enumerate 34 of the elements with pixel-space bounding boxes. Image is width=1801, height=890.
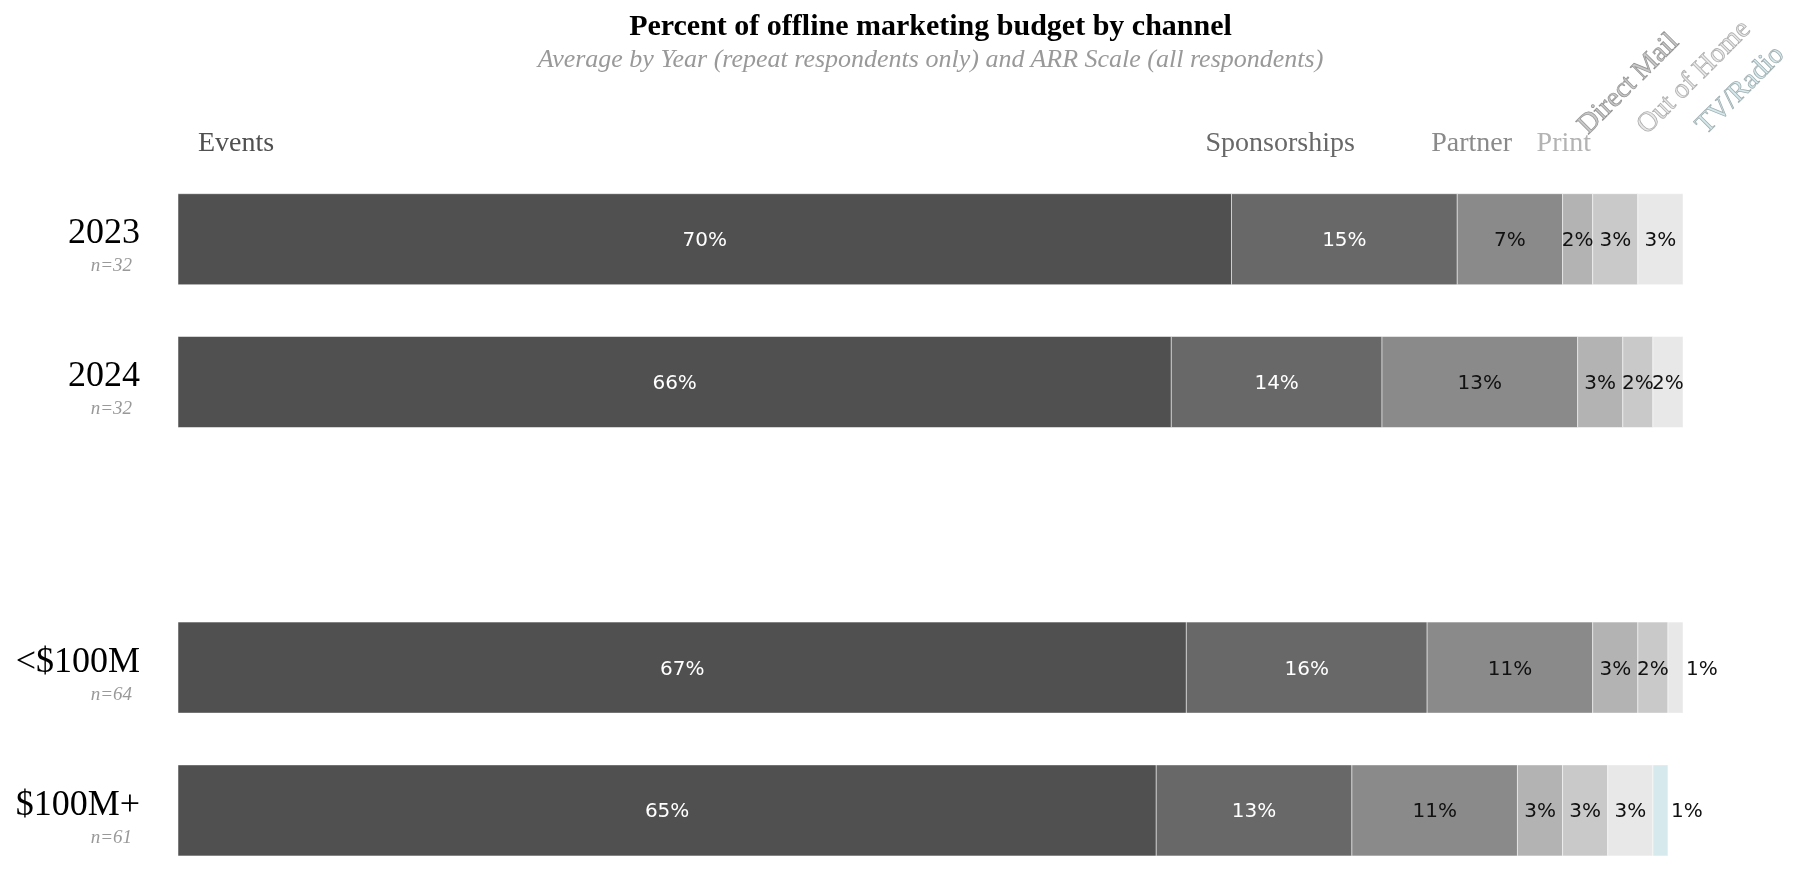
y-tick-label: 2023 n=32: [68, 211, 140, 276]
data-label: 3%: [1599, 655, 1632, 680]
data-label: 66%: [652, 370, 697, 394]
data-label: 11%: [1412, 798, 1457, 823]
data-label: 1%: [1686, 655, 1718, 680]
data-label: 16%: [1284, 655, 1329, 680]
data-label: 2%: [1652, 370, 1684, 394]
data-label: 67%: [659, 655, 705, 680]
data-label: 2%: [1561, 227, 1594, 252]
data-label: 2%: [1637, 655, 1669, 680]
chart-title: Percent of offline marketing budget by channel: [629, 8, 1232, 41]
y-tick-label: <$100M n=64: [15, 639, 140, 704]
data-label: 3%: [1569, 798, 1602, 823]
y-tick-label: 2024 n=32: [68, 354, 140, 419]
data-label: 70%: [682, 227, 727, 252]
series-label: Events: [198, 126, 275, 158]
data-label: 3%: [1524, 798, 1556, 823]
data-label: 65%: [644, 798, 690, 823]
data-label: 3%: [1599, 227, 1632, 252]
series-label: Partner: [1431, 126, 1513, 158]
y-tick-label: $100M+ n=61: [15, 782, 140, 847]
data-label: 3%: [1584, 370, 1617, 394]
data-label: 11%: [1487, 655, 1533, 680]
chart-subtitle: Average by Year (repeat respondents only) and ARR Scale (all respondents): [537, 44, 1324, 73]
data-label: 7%: [1494, 227, 1526, 252]
data-label: 1%: [1670, 798, 1703, 823]
data-label: 14%: [1254, 370, 1299, 394]
data-label: 15%: [1322, 227, 1367, 252]
data-label: 13%: [1457, 370, 1503, 394]
data-label: 2%: [1621, 370, 1654, 394]
data-label: 3%: [1644, 227, 1677, 252]
series-label: Sponsorships: [1205, 126, 1355, 158]
data-label: 3%: [1614, 798, 1647, 823]
data-label: 13%: [1231, 798, 1277, 823]
